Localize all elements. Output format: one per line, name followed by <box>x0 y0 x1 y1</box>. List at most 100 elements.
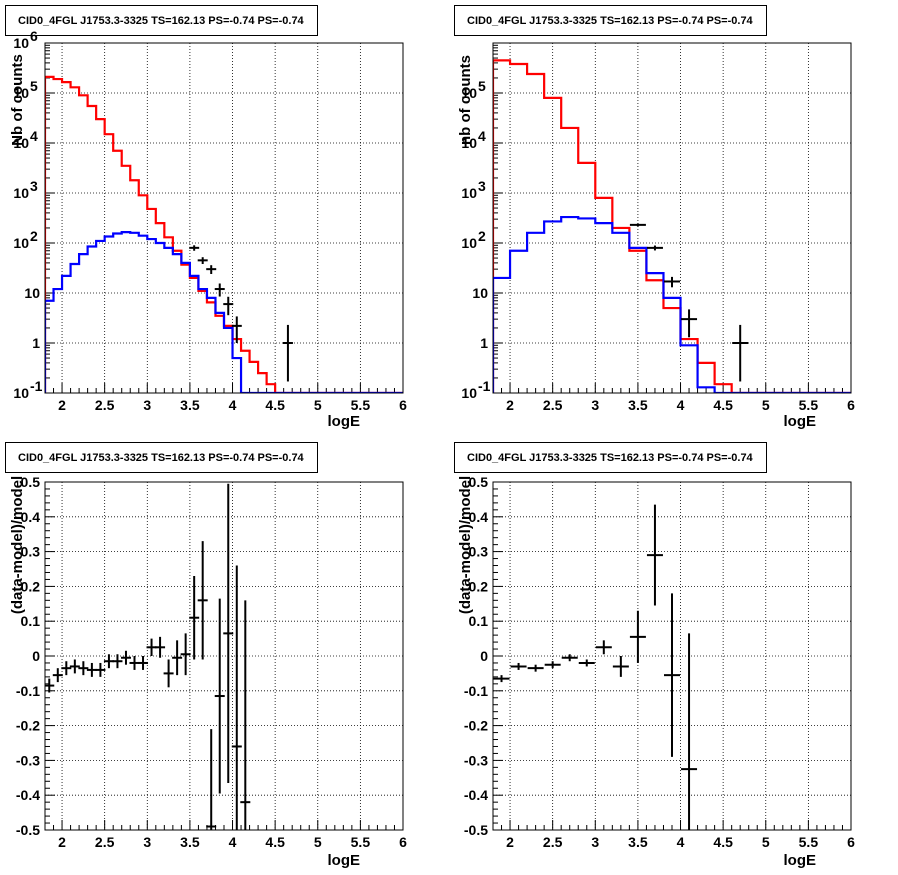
x-tick-labels: 2 2.5 3 3.5 4 4.5 5 5.5 6 <box>58 397 407 413</box>
y-tick-label: 10 <box>461 385 477 401</box>
data-point <box>578 659 595 667</box>
x-tick-label: 5.5 <box>799 834 819 850</box>
data-point <box>214 598 225 794</box>
y-tick-label: 0.5 <box>469 474 489 490</box>
x-tick-label: 2 <box>58 397 66 413</box>
y-tick-exponent: 3 <box>478 178 486 194</box>
y-tick-label: 0 <box>480 648 488 664</box>
x-tick-label: 5 <box>762 397 770 413</box>
y-tick-exponent: 6 <box>30 28 38 44</box>
x-tick-label: 2.5 <box>543 834 563 850</box>
panel-title: CID0_4FGL J1753.3-3325 TS=162.13 PS=-0.7… <box>467 15 754 27</box>
x-tick-label: 5 <box>314 397 322 413</box>
data-point <box>282 324 293 382</box>
title-frame <box>5 442 318 473</box>
panel-title-box: CID0_4FGL J1753.3-3325 TS=162.13 PS=-0.7… <box>454 5 767 36</box>
y-axis-title: (data-model)/model <box>457 476 474 614</box>
x-tick-label: 3.5 <box>628 397 648 413</box>
x-tick-label: 3 <box>591 834 599 850</box>
data-point <box>223 483 234 784</box>
y-tick-label: -0.4 <box>464 787 488 803</box>
data-point <box>189 245 200 251</box>
y-tick-label: -0.4 <box>16 787 40 803</box>
data-point <box>197 257 208 265</box>
x-tick-label: 5.5 <box>799 397 819 413</box>
x-tick-label: 4.5 <box>265 397 285 413</box>
title-frame <box>5 5 318 36</box>
data-point <box>146 638 157 656</box>
y-tick-exponent: 5 <box>478 78 486 94</box>
data-point <box>95 662 106 677</box>
axis-ticks <box>44 481 404 831</box>
x-tick-label: 5.5 <box>351 397 371 413</box>
y-tick-label: 10 <box>13 135 29 151</box>
y-tick-label: 10 <box>13 185 29 201</box>
y-tick-label: 0.2 <box>469 578 489 594</box>
data-point <box>629 610 646 663</box>
panel-title: CID0_4FGL J1753.3-3325 TS=162.13 PS=-0.7… <box>467 452 754 464</box>
data-point <box>646 245 663 251</box>
plot-area <box>493 59 851 393</box>
data-point <box>510 662 527 670</box>
plot-area <box>45 75 403 393</box>
x-tick-label: 3.5 <box>180 397 200 413</box>
x-axis-title: logE <box>328 852 361 869</box>
data-point <box>103 654 114 669</box>
x-tick-label: 3 <box>143 834 151 850</box>
series-points <box>189 245 293 382</box>
y-tick-exponent: 2 <box>478 228 486 244</box>
y-tick-label: -0.3 <box>16 752 40 768</box>
y-tick-label: 10 <box>13 85 29 101</box>
series-1 <box>493 59 851 393</box>
y-tick-label: 0 <box>32 648 40 664</box>
data-point <box>52 668 63 683</box>
y-tick-label: 10 <box>472 285 488 301</box>
data-point <box>493 675 510 683</box>
grid <box>45 43 404 393</box>
y-tick-labels: -0.5 -0.4 -0.3 -0.2 -0.1 0 0.1 0.2 0.3 0.4 0.5 <box>16 474 40 838</box>
x-tick-label: 2 <box>58 834 66 850</box>
y-tick-exponent: 4 <box>478 128 486 144</box>
x-tick-label: 3 <box>591 397 599 413</box>
title-frame <box>454 5 767 36</box>
data-point <box>120 650 131 665</box>
data-point <box>129 656 140 670</box>
data-point <box>664 593 680 757</box>
x-tick-label: 4.5 <box>713 834 733 850</box>
data-point <box>189 575 200 660</box>
y-tick-label: 0.4 <box>469 509 489 525</box>
data-point <box>112 654 123 669</box>
y-tick-label: 0.4 <box>21 509 41 525</box>
y-tick-label: 10 <box>461 135 477 151</box>
plot-area <box>493 504 698 830</box>
data-point <box>612 656 629 677</box>
y-tick-label: 10 <box>13 235 29 251</box>
x-tick-label: 4 <box>677 397 685 413</box>
panel-1: CID0_4FGL J1753.3-3325 TS=162.13 PS=-0.7… <box>5 5 407 430</box>
y-tick-label: -0.5 <box>464 822 488 838</box>
data-point <box>172 640 183 676</box>
x-tick-label: 6 <box>847 397 855 413</box>
data-point <box>664 276 680 288</box>
y-axis-title: (data-model)/model <box>9 476 26 614</box>
y-tick-label: 10 <box>461 185 477 201</box>
x-tick-label: 5 <box>762 834 770 850</box>
y-tick-label: 0.1 <box>21 613 41 629</box>
y-tick-label: 1 <box>32 335 40 351</box>
histogram-line <box>493 215 851 393</box>
x-tick-label: 4 <box>229 834 237 850</box>
data-point <box>180 633 191 676</box>
x-tick-labels: 2 2.5 3 3.5 4 4.5 5 5.5 6 <box>506 397 855 413</box>
y-axis-title: nb of counts <box>457 55 474 145</box>
x-tick-label: 2 <box>506 397 514 413</box>
x-tick-label: 2.5 <box>95 397 115 413</box>
y-tick-exponent: 4 <box>30 128 38 144</box>
x-tick-label: 4 <box>229 397 237 413</box>
x-axis-title: logE <box>784 852 817 869</box>
data-point <box>527 664 544 672</box>
x-tick-label: 6 <box>399 397 407 413</box>
data-point <box>629 223 646 227</box>
x-tick-label: 4.5 <box>713 397 733 413</box>
